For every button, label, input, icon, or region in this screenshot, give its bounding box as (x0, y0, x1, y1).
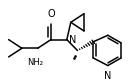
Text: N: N (104, 71, 111, 81)
Text: N: N (69, 35, 76, 45)
Text: NH₂: NH₂ (27, 58, 43, 67)
Text: O: O (47, 9, 55, 19)
